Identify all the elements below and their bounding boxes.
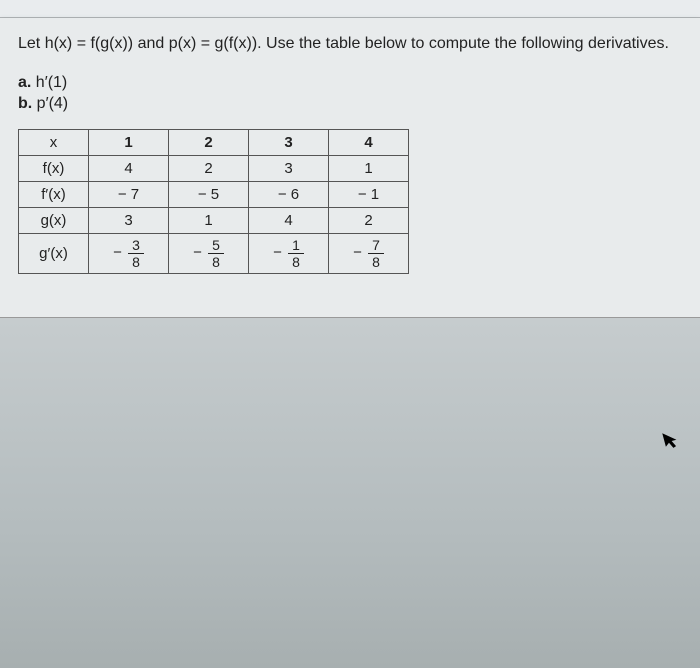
header-x: x	[19, 129, 89, 155]
window-topbar	[0, 0, 700, 18]
neg-sign-1: −	[113, 244, 122, 261]
cell-fx-4: 1	[329, 155, 409, 181]
frac-num: 7	[368, 238, 384, 254]
cell-fpx-1: − 7	[89, 181, 169, 207]
row-label-gx: g(x)	[19, 207, 89, 233]
cell-fpx-2: − 5	[169, 181, 249, 207]
cell-gpx-4: − 7 8	[329, 233, 409, 273]
header-col2: 2	[169, 129, 249, 155]
cell-fpx-4: − 1	[329, 181, 409, 207]
cell-gpx-1: − 3 8	[89, 233, 169, 273]
problem-prompt: Let h(x) = f(g(x)) and p(x) = g(f(x)). U…	[18, 33, 682, 55]
header-col4: 4	[329, 129, 409, 155]
frac-den: 8	[368, 254, 384, 269]
frac-gpx-2: 5 8	[208, 238, 224, 269]
neg-sign-3: −	[273, 244, 282, 261]
header-col3: 3	[249, 129, 329, 155]
neg-sign-4: −	[353, 244, 362, 261]
part-b-expr: p′(4)	[37, 95, 68, 112]
cell-fx-2: 2	[169, 155, 249, 181]
cell-fpx-3: − 6	[249, 181, 329, 207]
frac-den: 8	[128, 254, 144, 269]
table-row-gpx: g′(x) − 3 8 − 5 8 − 1 8	[19, 233, 409, 273]
page-background-lower	[0, 318, 700, 668]
frac-gpx-4: 7 8	[368, 238, 384, 269]
cell-fx-3: 3	[249, 155, 329, 181]
frac-num: 1	[288, 238, 304, 254]
part-a-expr: h′(1)	[36, 74, 67, 91]
neg-sign-2: −	[193, 244, 202, 261]
frac-gpx-3: 1 8	[288, 238, 304, 269]
cell-gpx-2: − 5 8	[169, 233, 249, 273]
row-label-fx: f(x)	[19, 155, 89, 181]
table-row-fpx: f′(x) − 7 − 5 − 6 − 1	[19, 181, 409, 207]
cell-gx-2: 1	[169, 207, 249, 233]
frac-num: 3	[128, 238, 144, 254]
table-header-row: x 1 2 3 4	[19, 129, 409, 155]
frac-den: 8	[208, 254, 224, 269]
cell-gx-4: 2	[329, 207, 409, 233]
header-col1: 1	[89, 129, 169, 155]
values-table: x 1 2 3 4 f(x) 4 2 3 1 f′(x) − 7 − 5 − 6…	[18, 129, 409, 274]
cell-fx-1: 4	[89, 155, 169, 181]
cell-gpx-3: − 1 8	[249, 233, 329, 273]
frac-den: 8	[288, 254, 304, 269]
part-b-label: b.	[18, 95, 32, 112]
row-label-gpx: g′(x)	[19, 233, 89, 273]
problem-page: Let h(x) = f(g(x)) and p(x) = g(f(x)). U…	[0, 18, 700, 318]
frac-num: 5	[208, 238, 224, 254]
part-a-label: a.	[18, 74, 31, 91]
row-label-fpx: f′(x)	[19, 181, 89, 207]
table-row-gx: g(x) 3 1 4 2	[19, 207, 409, 233]
cell-gx-1: 3	[89, 207, 169, 233]
problem-parts: a. h′(1) b. p′(4)	[18, 73, 682, 115]
cell-gx-3: 4	[249, 207, 329, 233]
frac-gpx-1: 3 8	[128, 238, 144, 269]
table-row-fx: f(x) 4 2 3 1	[19, 155, 409, 181]
